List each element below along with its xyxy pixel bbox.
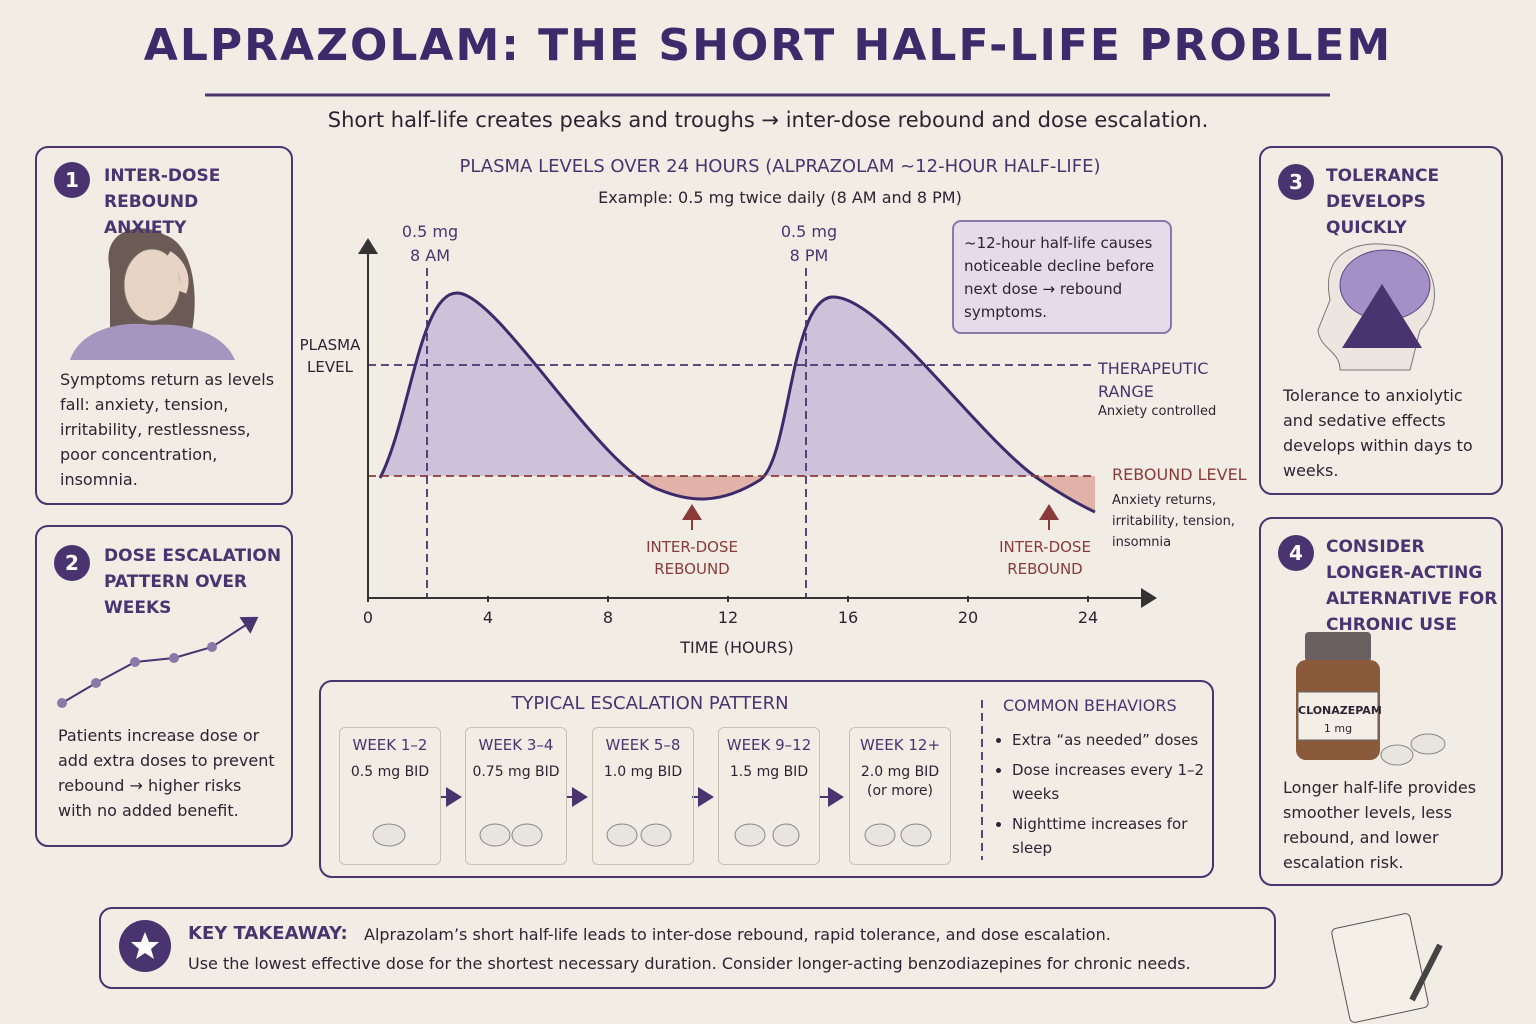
rebound-arrows xyxy=(682,504,1059,530)
x-tick-label: 8 xyxy=(602,608,614,627)
behaviors-list: Extra “as needed” doses Dose increases ev… xyxy=(990,728,1212,866)
tick-mark xyxy=(1087,596,1089,602)
x-tick-label: 16 xyxy=(837,608,859,627)
dose-amount: 0.5 mg xyxy=(401,222,459,241)
x-tick-label: 24 xyxy=(1077,608,1099,627)
step-week: WEEK 3–4 xyxy=(478,736,554,754)
escalation-arrows xyxy=(61,616,844,807)
x-label: TIME (HOURS) xyxy=(680,638,794,657)
panel-number: 4 xyxy=(1278,535,1314,571)
tick-mark xyxy=(607,596,609,602)
behavior: Dose increases every 1–2 weeks xyxy=(1012,758,1212,806)
bottle-dose: 1 mg xyxy=(1323,722,1353,735)
bottle-icon xyxy=(1296,632,1380,760)
escalation-card: WEEK 5–8 1.0 mg BID xyxy=(592,727,694,865)
step-dose: 1.5 mg BID xyxy=(729,764,809,780)
y-label: PLASMA LEVEL xyxy=(299,336,361,376)
takeaway-line: Alprazolam’s short half-life leads to in… xyxy=(364,925,1111,944)
panel-text: Patients increase dose or add extra dose… xyxy=(58,726,275,820)
panel-title: INTER-DOSE REBOUND ANXIETY xyxy=(104,166,221,238)
reference-lines xyxy=(368,268,1095,860)
panel-title: TOLERANCE DEVELOPS QUICKLY xyxy=(1326,166,1440,238)
pills xyxy=(372,733,1446,847)
escalation-card: WEEK 3–4 0.75 mg BID xyxy=(465,727,567,865)
step-week: WEEK 12+ xyxy=(859,736,941,754)
step-week: WEEK 9–12 xyxy=(726,736,812,754)
tick-mark xyxy=(487,596,489,602)
trend-points xyxy=(57,642,217,708)
panel-text: Symptoms return as levels fall: anxiety,… xyxy=(60,370,275,489)
panel-text: Tolerance to anxiolytic and sedative eff… xyxy=(1283,386,1473,480)
plot-title: PLASMA LEVELS OVER 24 HOURS (ALPRAZOLAM … xyxy=(459,156,1101,177)
step-dose: 1.0 mg BID xyxy=(603,764,683,780)
x-tick-label: 0 xyxy=(362,608,374,627)
rebound-note: Anxiety returns, irritability, tension, … xyxy=(1112,493,1235,550)
step-dose: 0.5 mg BID xyxy=(350,764,430,780)
dose-amount: 0.5 mg xyxy=(780,222,838,241)
step-dose: 0.75 mg BID xyxy=(472,764,560,780)
panel-number: 1 xyxy=(54,162,90,198)
behavior: Nighttime increases for sleep xyxy=(1012,812,1212,860)
panel-number: 2 xyxy=(54,545,90,581)
tick-mark xyxy=(847,596,849,602)
axes xyxy=(358,238,1157,608)
therapeutic-label: THERAPEUTIC RANGE xyxy=(1098,359,1209,401)
frames xyxy=(35,146,1503,989)
step-dose: 2.0 mg BID xyxy=(860,764,940,780)
person-icon xyxy=(70,228,235,360)
takeaway-line: Use the lowest effective dose for the sh… xyxy=(188,954,1191,973)
panel-number: 3 xyxy=(1278,164,1314,200)
behavior: Extra “as needed” doses xyxy=(1012,728,1212,752)
subtitle: Short half-life creates peaks and trough… xyxy=(327,108,1209,132)
behaviors-title: COMMON BEHAVIORS xyxy=(1003,696,1177,715)
escalation-card: WEEK 12+ 2.0 mg BID (or more) xyxy=(849,727,951,865)
rebound-label: REBOUND LEVEL xyxy=(1112,465,1247,484)
rebound-marker: INTER-DOSE REBOUND xyxy=(646,538,738,578)
takeaway-label: KEY TAKEAWAY: xyxy=(188,923,348,944)
dose-time: 8 AM xyxy=(409,246,450,265)
therapeutic-note: Anxiety controlled xyxy=(1098,404,1217,419)
rebound-marker: INTER-DOSE REBOUND xyxy=(999,538,1091,578)
escalation-title: TYPICAL ESCALATION PATTERN xyxy=(511,693,789,714)
plot-subtitle: Example: 0.5 mg twice daily (8 AM and 8 … xyxy=(598,188,962,207)
x-tick-label: 20 xyxy=(957,608,979,627)
tick-mark xyxy=(967,596,969,602)
brain-icon xyxy=(1317,243,1435,371)
x-tick-label: 12 xyxy=(717,608,739,627)
dose-time: 8 PM xyxy=(789,246,829,265)
step-week: WEEK 5–8 xyxy=(605,736,681,754)
clipboard-icon xyxy=(1331,913,1443,1023)
step-note: (or more) xyxy=(867,783,933,799)
callout: ~12-hour half-life causes noticeable dec… xyxy=(964,234,1155,321)
escalation-card: WEEK 1–2 0.5 mg BID xyxy=(339,727,441,865)
curve xyxy=(378,291,1096,514)
step-week: WEEK 1–2 xyxy=(352,736,428,754)
escalation-card: WEEK 9–12 1.5 mg BID xyxy=(718,727,820,865)
x-tick-label: 4 xyxy=(482,608,494,627)
tick-mark xyxy=(727,596,729,602)
panel-title: CONSIDER LONGER-ACTING ALTERNATIVE FOR C… xyxy=(1326,537,1498,635)
title: ALPRAZOLAM: THE SHORT HALF-LIFE PROBLEM xyxy=(143,20,1393,71)
panel-text: Longer half-life provides smoother level… xyxy=(1283,778,1477,872)
panel-title: DOSE ESCALATION PATTERN OVER WEEKS xyxy=(104,546,282,618)
tick-mark xyxy=(367,596,369,602)
star xyxy=(131,932,159,959)
bottle-label: CLONAZEPAM xyxy=(1298,704,1382,717)
